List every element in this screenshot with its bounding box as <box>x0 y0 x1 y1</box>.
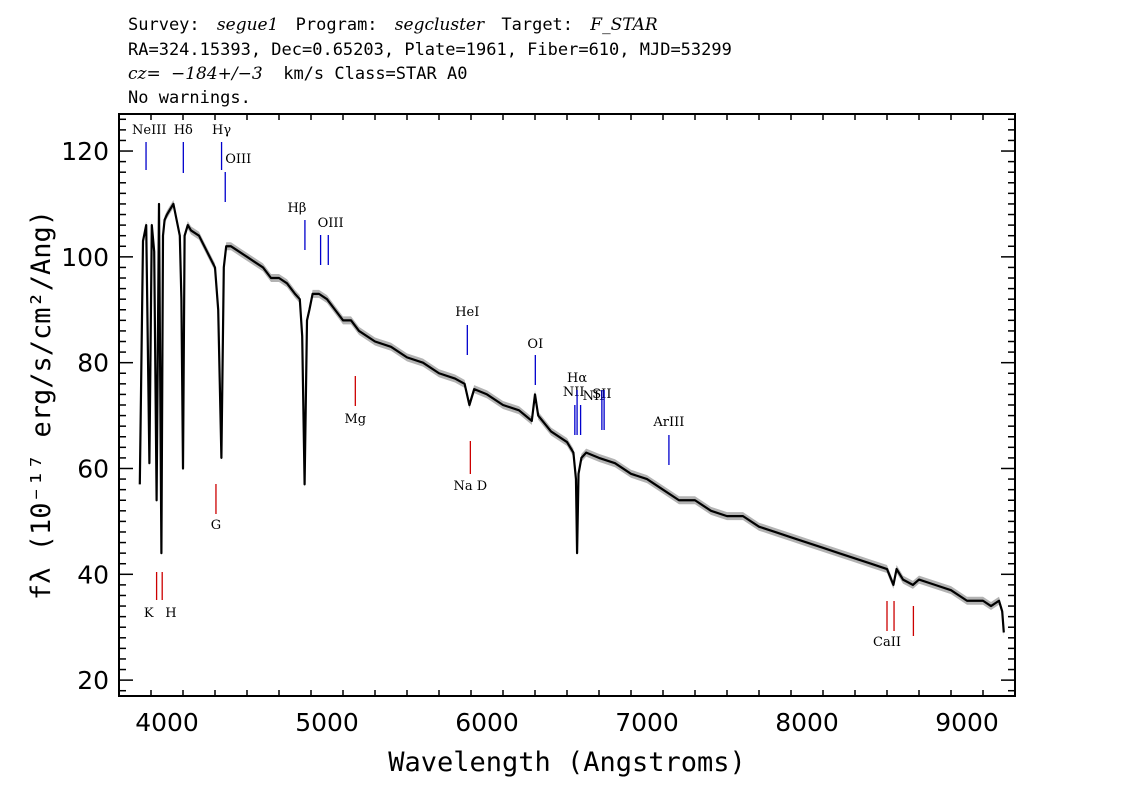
line-marker-label: Mg <box>344 412 366 427</box>
header-line-3: cz= −184+/−3 km/s Class=STAR A0 <box>128 64 467 84</box>
axis-tick-labels: 4000 5000 6000 7000 8000 9000 20 40 60 80 100 120 <box>61 137 999 737</box>
error-band <box>139 199 1004 637</box>
line-marker-label: CaII <box>873 635 901 650</box>
y-tick-label: 20 <box>77 666 109 695</box>
header-line-1: Survey: segue1 Program: segcluster Targe… <box>128 15 658 35</box>
x-axis-title: Wavelength (Angstroms) <box>388 747 746 778</box>
plot-frame <box>118 113 1016 697</box>
program-value: segcluster <box>395 15 485 35</box>
x-tick-label: 6000 <box>455 708 519 737</box>
line-marker-label: Na D <box>454 479 488 494</box>
survey-value: segue1 <box>217 15 279 35</box>
line-marker-label: ArIII <box>652 415 684 430</box>
x-tick-label: 8000 <box>775 708 839 737</box>
line-marker-label: Hβ <box>287 201 306 216</box>
x-tick-label: 9000 <box>935 708 999 737</box>
cz-label: cz= <box>128 64 161 84</box>
x-tick-label: 5000 <box>295 708 359 737</box>
line-marker-label: OIII <box>318 216 344 231</box>
line-marker-label: K <box>144 606 154 621</box>
line-marker-label: NII <box>583 389 605 404</box>
target-key: Target: <box>501 15 573 35</box>
line-marker-label: G <box>211 518 221 533</box>
x-tick-label: 4000 <box>135 708 199 737</box>
header-line-4: No warnings. <box>128 88 251 108</box>
line-marker-label: Hδ <box>174 123 193 138</box>
line-marker-label: HeI <box>455 305 479 320</box>
x-tick-label: 7000 <box>615 708 679 737</box>
survey-key: Survey: <box>128 15 200 35</box>
line-marker-label: NeIII <box>132 123 166 138</box>
y-tick-label: 100 <box>61 243 109 272</box>
y-axis-title: fλ (10⁻¹⁷ erg/s/cm²/Ang) <box>26 210 57 600</box>
target-value: F_STAR <box>589 15 658 35</box>
line-marker-label: OIII <box>225 152 251 167</box>
line-marker-label: Hγ <box>212 123 231 138</box>
cz-rest: km/s Class=STAR A0 <box>273 64 467 84</box>
line-marker-label: Hα <box>567 371 587 386</box>
line-marker-label: OI <box>527 337 543 352</box>
spectrum-line <box>138 202 1005 633</box>
program-key: Program: <box>296 15 378 35</box>
line-marker-label: SII <box>592 387 611 402</box>
axis-ticks <box>118 114 1016 696</box>
spectral-line-markers: NeIII Hδ HγOIIIHβOIIIHeIOINIIHαNIISIIArIII… <box>132 123 915 650</box>
line-marker-label: NII <box>563 385 585 400</box>
line-marker-label: H <box>165 606 176 621</box>
y-tick-label: 120 <box>61 137 109 166</box>
y-tick-label: 60 <box>77 454 109 483</box>
y-tick-label: 40 <box>77 560 109 589</box>
spectrum-series <box>138 199 1005 637</box>
cz-value: −184+/−3 <box>171 64 263 84</box>
header-line-2: RA=324.15393, Dec=0.65203, Plate=1961, F… <box>128 40 732 60</box>
header: Survey: segue1 Program: segcluster Targe… <box>128 15 732 108</box>
y-tick-label: 80 <box>77 349 109 378</box>
